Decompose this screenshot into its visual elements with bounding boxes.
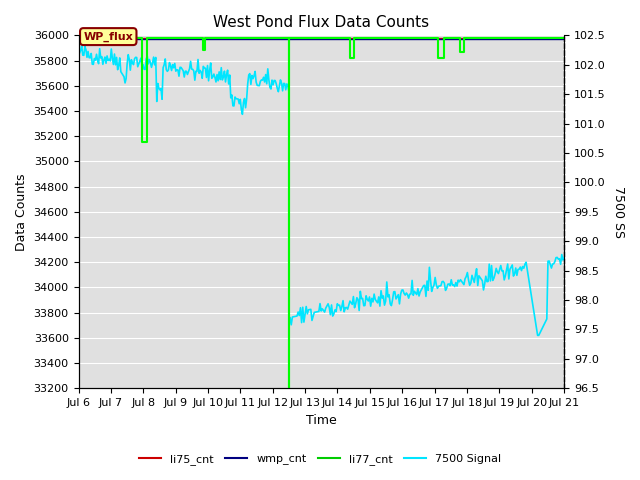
X-axis label: Time: Time	[306, 414, 337, 427]
Y-axis label: Data Counts: Data Counts	[15, 173, 28, 251]
Legend: li75_cnt, wmp_cnt, li77_cnt, 7500 Signal: li75_cnt, wmp_cnt, li77_cnt, 7500 Signal	[135, 450, 505, 469]
Title: West Pond Flux Data Counts: West Pond Flux Data Counts	[213, 15, 429, 30]
Y-axis label: 7500 SS: 7500 SS	[612, 186, 625, 238]
Text: WP_flux: WP_flux	[83, 32, 133, 42]
